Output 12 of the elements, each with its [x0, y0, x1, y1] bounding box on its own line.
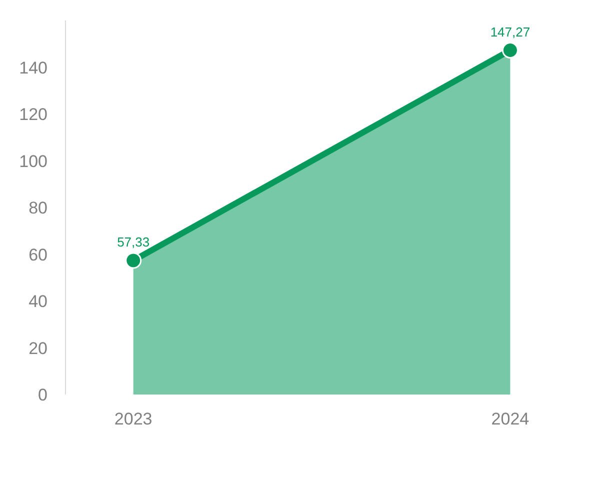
data-label: 57,33	[117, 234, 150, 250]
y-tick-label: 40	[28, 292, 48, 311]
y-tick-label: 100	[19, 152, 48, 171]
y-tick-label: 120	[19, 105, 48, 124]
y-tick-label: 60	[28, 245, 48, 264]
y-tick-label: 20	[28, 338, 48, 358]
y-tick-label: 0	[38, 386, 48, 404]
x-tick-label: 2024	[491, 410, 530, 428]
data-label: 147,27	[490, 24, 530, 40]
x-tick-label: 2023	[114, 410, 152, 428]
y-tick-label: 140	[19, 58, 48, 78]
y-tick-label: 80	[28, 198, 48, 218]
